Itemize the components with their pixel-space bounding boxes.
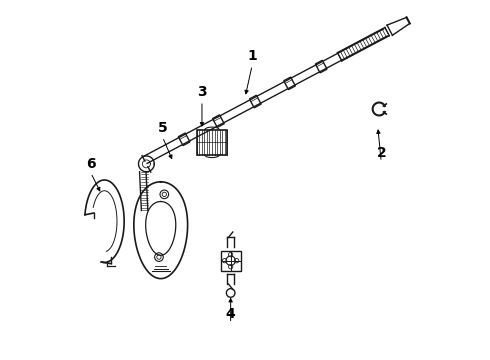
- Text: 6: 6: [86, 157, 96, 171]
- Text: 1: 1: [247, 49, 257, 63]
- Bar: [197, 130, 227, 154]
- Bar: [220, 251, 241, 271]
- Text: 2: 2: [376, 146, 386, 160]
- Text: 5: 5: [158, 121, 168, 135]
- Text: 3: 3: [197, 85, 207, 99]
- Text: 4: 4: [226, 307, 236, 321]
